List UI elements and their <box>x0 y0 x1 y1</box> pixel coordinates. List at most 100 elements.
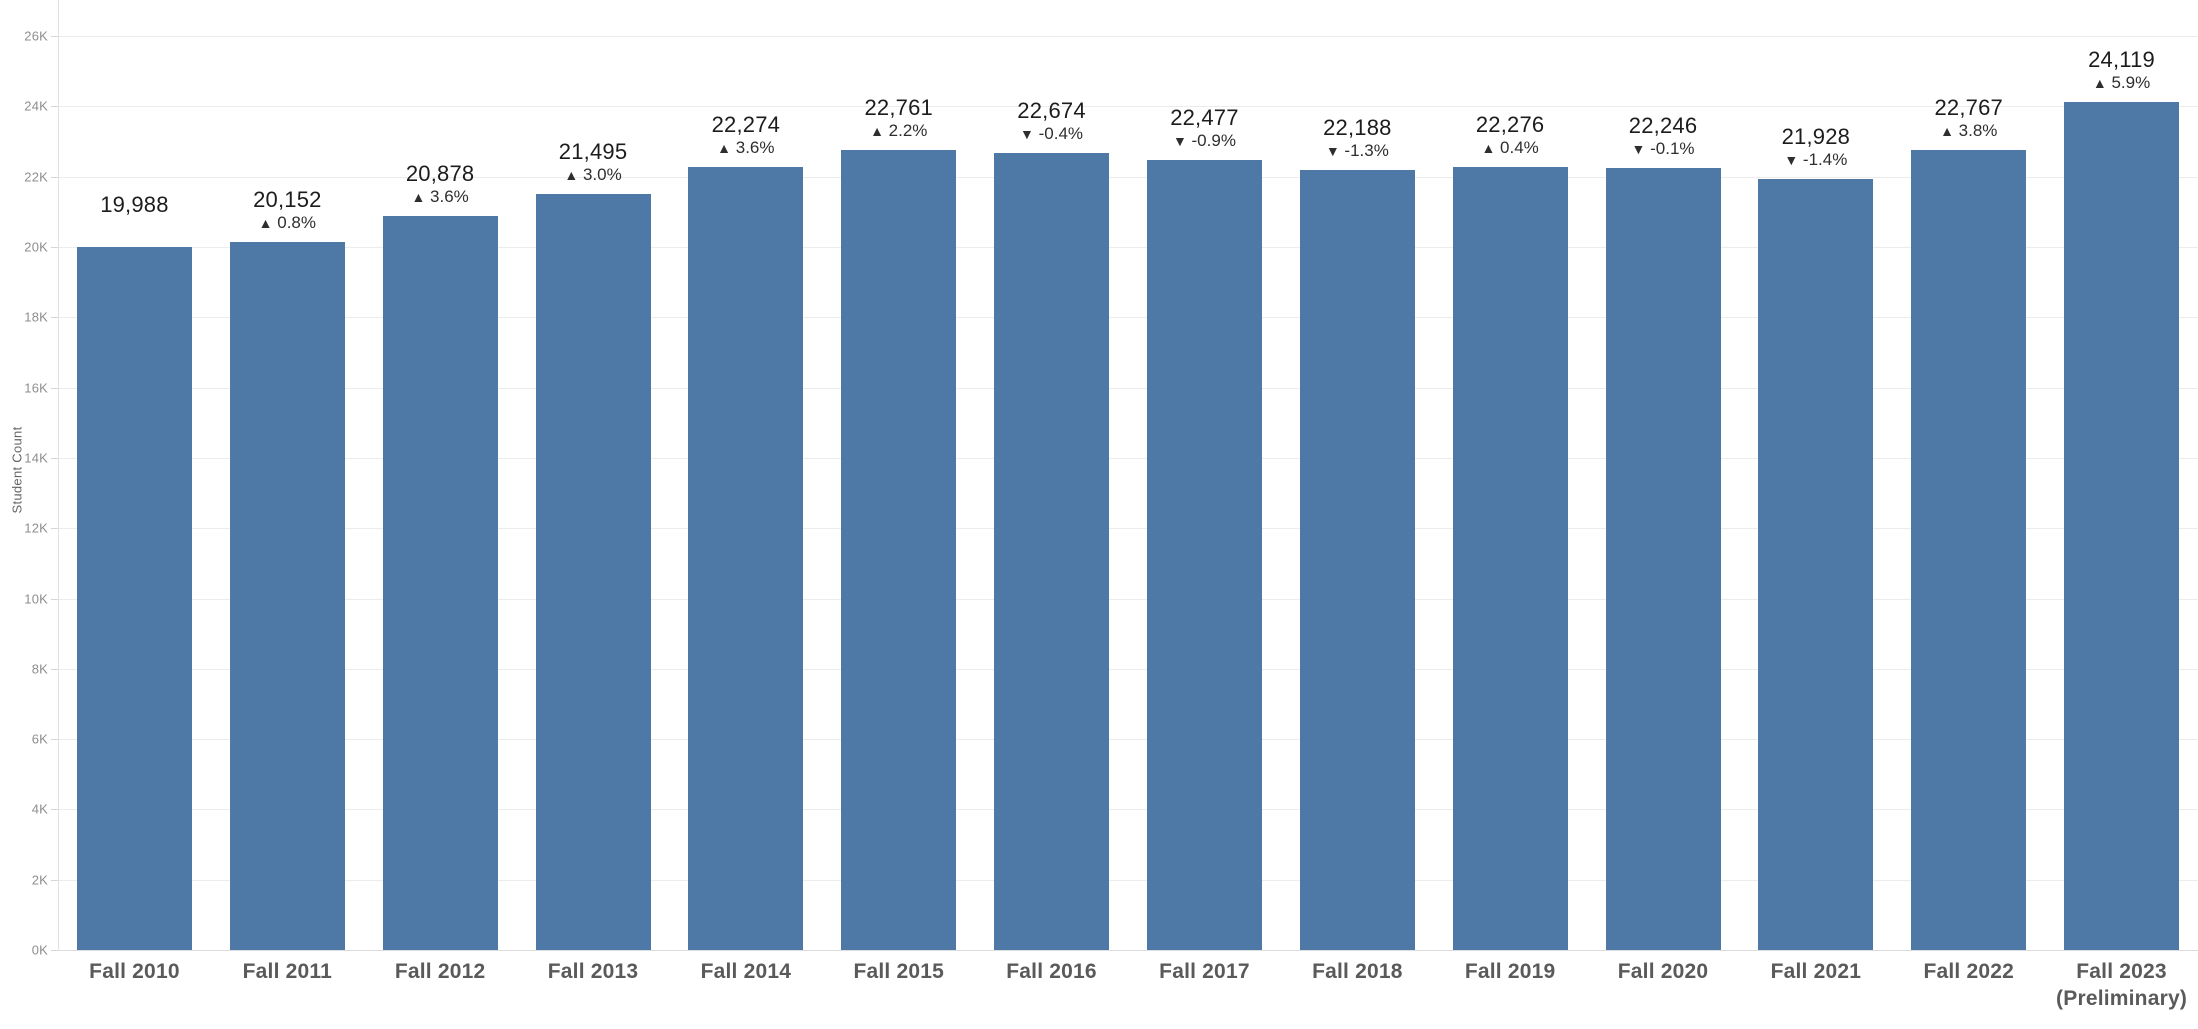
x-axis-label: Fall 2021 <box>1727 958 1904 985</box>
arrow-down-icon: ▼ <box>1784 152 1799 169</box>
gridline <box>58 176 2198 178</box>
bar-value-label: 24,119 <box>2088 47 2155 73</box>
bar[interactable] <box>1605 168 1721 950</box>
y-axis-tick-label: 0K <box>31 942 48 958</box>
x-axis-label: Fall 2010 <box>46 958 223 985</box>
bar-value-label: 22,761 <box>864 94 933 120</box>
y-axis-tick-label: 18K <box>24 309 48 325</box>
bar[interactable] <box>1146 159 1262 950</box>
y-axis-tick-label: 10K <box>24 591 48 606</box>
y-axis-tick-label: 22K <box>24 169 48 185</box>
y-axis-tick-label: 26K <box>24 28 48 44</box>
bar-label-block: 21,928 ▼ -1.4% <box>1739 124 1892 171</box>
bar-pct-change: ▲ 0.8% <box>258 212 316 232</box>
gridline <box>58 387 2198 389</box>
y-axis-title: Student Count <box>9 426 25 514</box>
x-axis-label: Fall 2017 <box>1116 958 1293 985</box>
bar-value-label: 22,276 <box>1475 111 1545 137</box>
x-axis-baseline <box>58 950 2198 951</box>
y-tick-mark <box>51 668 58 670</box>
y-axis-tick-label: 12K <box>24 520 48 536</box>
bar-value-label: 22,674 <box>1017 97 1086 123</box>
bar[interactable] <box>994 152 1110 950</box>
arrow-down-icon: ▼ <box>1172 132 1187 149</box>
arrow-up-icon: ▲ <box>1481 139 1496 156</box>
bar[interactable] <box>535 194 651 950</box>
bar-pct-change: ▼ -0.4% <box>1020 123 1084 143</box>
bar[interactable] <box>1452 166 1568 950</box>
gridline <box>58 246 2198 248</box>
arrow-up-icon: ▲ <box>411 189 426 206</box>
y-tick-mark <box>51 528 58 530</box>
y-tick-mark <box>51 457 58 459</box>
bar[interactable] <box>76 247 192 950</box>
bar-value-label: 22,188 <box>1323 115 1392 140</box>
bar-pct-change: ▲ 2.2% <box>870 120 928 140</box>
bar-label-block: 22,674 ▼ -0.4% <box>975 98 1128 145</box>
y-tick-mark <box>51 809 58 811</box>
x-axis-label: Fall 2020 <box>1575 958 1752 985</box>
y-tick-mark <box>51 387 58 389</box>
bar-label-block: 22,477 ▼ -0.9% <box>1128 105 1281 152</box>
x-axis-label-line: Fall 2022 <box>1923 960 2014 983</box>
bar[interactable] <box>2064 102 2180 950</box>
bar[interactable] <box>1299 170 1415 950</box>
x-axis-label-line: (Preliminary) <box>2056 987 2188 1010</box>
gridline <box>58 528 2198 530</box>
bar-value-label: 21,495 <box>558 139 628 165</box>
y-axis-line <box>58 0 59 950</box>
gridline <box>58 879 2198 881</box>
y-axis-tick-label: 4K <box>31 801 48 817</box>
x-axis-label-line: Fall 2015 <box>853 960 944 983</box>
bar[interactable] <box>1758 179 1874 950</box>
x-axis-label-line: Fall 2023 <box>2076 960 2167 983</box>
bar[interactable] <box>1911 149 2027 950</box>
x-axis-label-line: Fall 2014 <box>700 960 792 983</box>
y-tick-mark <box>51 176 58 178</box>
y-tick-mark <box>51 36 58 37</box>
arrow-up-icon: ▲ <box>258 214 273 231</box>
bar-label-block: 20,152 ▲ 0.8% <box>211 187 364 234</box>
y-axis-tick-label: 24K <box>24 98 48 114</box>
bar-pct-change: ▼ -0.9% <box>1172 130 1236 150</box>
bar-value-label: 19,988 <box>100 192 169 218</box>
bar[interactable] <box>688 167 804 950</box>
bar[interactable] <box>382 216 498 950</box>
bar-value-label: 22,246 <box>1628 113 1698 138</box>
bar-value-label: 21,928 <box>1781 124 1851 150</box>
x-axis-label: Fall 2013 <box>505 958 682 985</box>
x-axis-label: Fall 2012 <box>352 958 529 985</box>
gridline <box>58 36 2198 37</box>
x-axis-label: Fall 2011 <box>199 958 376 985</box>
bar-pct-change <box>58 217 211 239</box>
x-axis-label-line: Fall 2012 <box>394 960 486 983</box>
y-axis-tick-label: 16K <box>24 380 48 395</box>
x-axis-label: Fall 2023 (Preliminary) <box>2033 958 2198 1012</box>
arrow-up-icon: ▲ <box>870 122 884 139</box>
bar[interactable] <box>229 241 345 950</box>
y-axis-tick-label: 2K <box>31 872 48 888</box>
arrow-down-icon: ▼ <box>1325 143 1340 159</box>
x-axis-label-line: Fall 2019 <box>1464 960 1556 983</box>
x-axis-label: Fall 2015 <box>810 958 987 985</box>
x-axis-label: Fall 2022 <box>1880 958 2057 985</box>
bar-label-block: 22,761 ▲ 2.2% <box>822 95 975 142</box>
x-axis-label: Fall 2018 <box>1269 958 1446 985</box>
y-tick-mark <box>51 879 58 881</box>
bar-value-label: 20,878 <box>405 161 475 187</box>
arrow-down-icon: ▼ <box>1631 141 1646 157</box>
y-axis-tick-label: 8K <box>31 661 48 677</box>
gridline <box>58 668 2198 670</box>
y-tick-mark <box>51 246 58 248</box>
bar-label-block: 20,878 ▲ 3.6% <box>364 161 517 208</box>
x-axis-label: Fall 2014 <box>657 958 834 985</box>
y-tick-mark <box>51 317 58 319</box>
x-axis-label-line: Fall 2017 <box>1159 960 1250 983</box>
y-tick-mark <box>51 106 58 108</box>
bar-pct-change: ▼ -1.4% <box>1784 150 1848 170</box>
bar[interactable] <box>841 149 957 950</box>
x-axis-label: Fall 2016 <box>963 958 1140 985</box>
x-axis-label-line: Fall 2018 <box>1312 960 1403 983</box>
x-axis-label-line: Fall 2010 <box>89 960 180 983</box>
x-axis-label-line: Fall 2020 <box>1617 960 1709 983</box>
